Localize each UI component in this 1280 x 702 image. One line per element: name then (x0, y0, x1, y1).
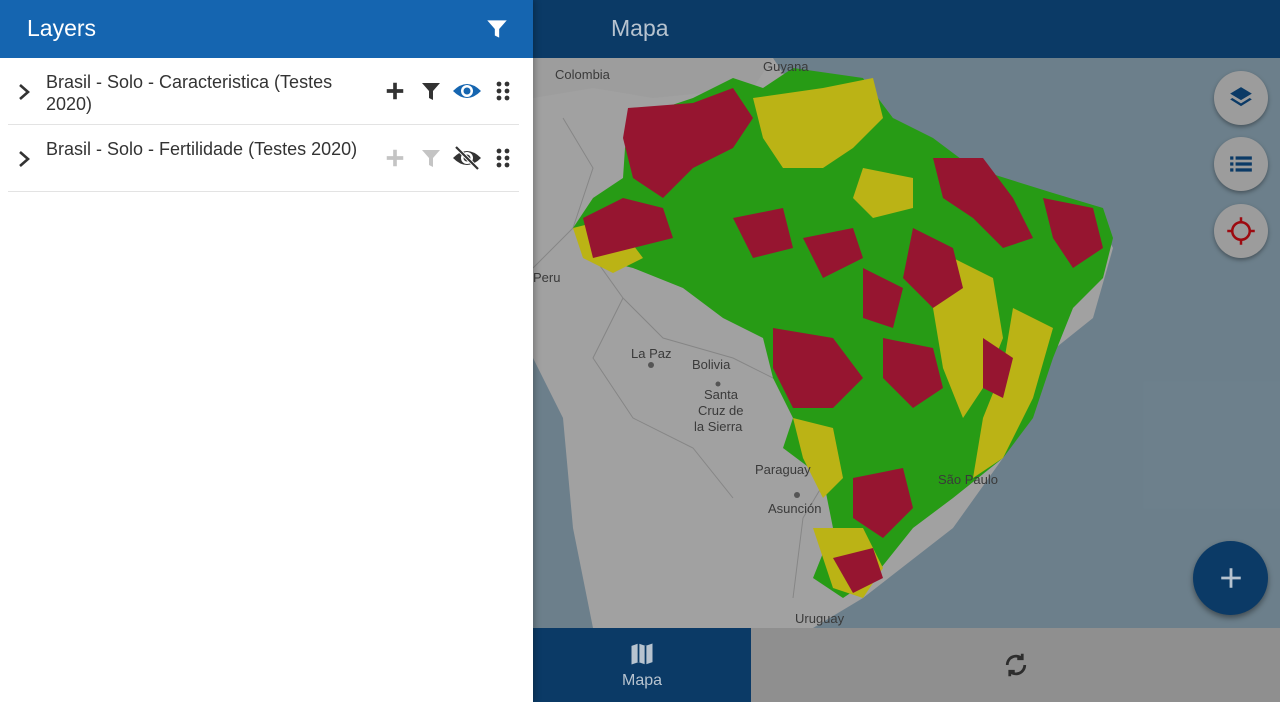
visibility-toggle[interactable] (451, 144, 483, 172)
place-label: Peru (533, 270, 560, 285)
drag-handle-icon (496, 148, 510, 168)
add-button[interactable] (1193, 541, 1268, 615)
map-icon (631, 643, 653, 665)
eye-off-icon (453, 145, 481, 171)
soil-layer (573, 68, 1113, 598)
locate-button[interactable] (1214, 204, 1268, 258)
nav-map-label: Mapa (621, 672, 663, 689)
drag-handle-icon (496, 81, 510, 101)
filter-icon[interactable] (484, 16, 510, 42)
place-label: São Paulo (938, 472, 998, 487)
filter-layer-button[interactable] (417, 77, 445, 105)
plus-icon (1220, 568, 1241, 588)
drag-handle[interactable] (489, 77, 517, 105)
chevron-right-icon[interactable] (14, 147, 34, 171)
add-layer-button[interactable] (381, 144, 409, 172)
layer-row: Brasil - Solo - Caracteristica (Testes 2… (8, 58, 519, 125)
place-label: La Paz (631, 346, 671, 361)
page-title: Mapa (611, 15, 669, 41)
layer-row: Brasil - Solo - Fertilidade (Testes 2020… (8, 125, 519, 192)
crosshair-icon (1227, 217, 1255, 245)
place-label: Guyana (763, 59, 809, 74)
layer-name: Brasil - Solo - Fertilidade (Testes 2020… (46, 139, 358, 159)
nav-map-tab[interactable]: Mapa (533, 628, 751, 702)
sync-icon (1005, 653, 1026, 677)
place-label: la Sierra (694, 419, 743, 434)
add-layer-button[interactable] (381, 77, 409, 105)
map-canvas[interactable]: Colombia Guyana Peru La Paz Bolivia Sant… (533, 58, 1280, 628)
list-icon (1230, 156, 1252, 172)
layers-button[interactable] (1214, 71, 1268, 125)
plus-icon (386, 149, 404, 167)
layer-name: Brasil - Solo - Caracteristica (Testes 2… (46, 72, 333, 114)
filter-layer-button[interactable] (417, 144, 445, 172)
app-header: Mapa (533, 0, 1280, 58)
legend-button[interactable] (1214, 137, 1268, 191)
filter-icon (422, 150, 440, 167)
place-label: Uruguay (795, 611, 845, 626)
nav-sync-tab[interactable] (751, 628, 1280, 702)
drag-handle[interactable] (489, 144, 517, 172)
layers-panel: Layers Brasil - Solo - Caracteristica (T… (0, 0, 533, 702)
place-label: Asunción (768, 501, 821, 516)
panel-title: Layers (27, 15, 97, 41)
plus-icon (386, 82, 404, 100)
visibility-toggle[interactable] (451, 77, 483, 105)
place-label: Santa (704, 387, 739, 402)
bottom-nav: Mapa (533, 628, 1280, 702)
place-label: Colombia (555, 67, 611, 82)
eye-icon (453, 84, 481, 98)
map-area: Mapa (533, 0, 1280, 702)
filter-icon (422, 83, 440, 100)
layers-icon (1230, 87, 1252, 107)
place-label: Bolivia (692, 357, 731, 372)
place-label: Paraguay (755, 462, 811, 477)
place-label: Cruz de (698, 403, 744, 418)
panel-header: Layers (0, 0, 533, 58)
chevron-right-icon[interactable] (14, 80, 34, 104)
